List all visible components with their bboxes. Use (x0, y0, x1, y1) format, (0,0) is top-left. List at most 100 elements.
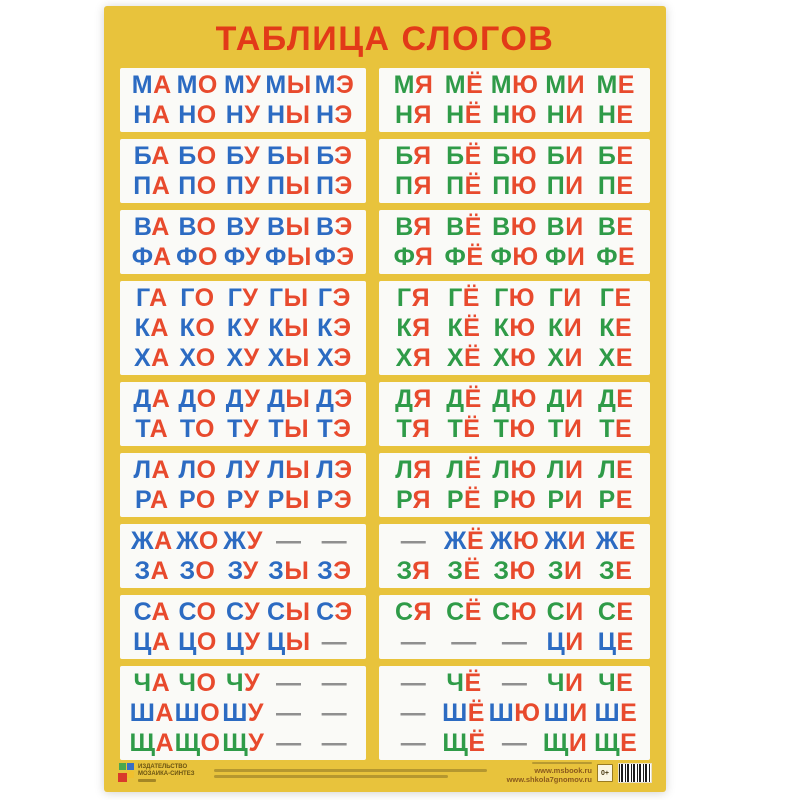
syllable: ПО (175, 171, 221, 201)
consonant-letter: Щ (222, 729, 249, 757)
poster-footer: ИЗДАТЕЛЬСТВО МОЗАИКА-СИНТЕЗ www.msbook.r… (118, 761, 652, 785)
vowel-letter: А (150, 314, 169, 342)
vowel-letter: Я (413, 101, 432, 129)
consonant-letter: М (393, 71, 415, 99)
vowel-letter: А (153, 71, 172, 99)
consonant-letter: Б (267, 142, 286, 170)
consonant-letter: П (446, 172, 465, 200)
syllable: СЕ (590, 597, 641, 627)
syllable: МЕ (590, 70, 641, 100)
syllable: КЭ (312, 313, 358, 343)
vowel-letter: А (152, 243, 172, 271)
vowel-letter: Ю (510, 101, 538, 129)
vowel-letter: А (155, 699, 174, 727)
empty-dash: — (312, 728, 358, 758)
syllable: ГУ (220, 283, 266, 313)
consonant-letter: Ф (265, 243, 287, 271)
vowel-letter: Ё (466, 527, 485, 555)
syllable: БЁ (439, 141, 490, 171)
consonant-letter: В (446, 213, 465, 241)
syllable-row: ГА ГО ГУ ГЫ ГЭ КА КО КУ КЫ КЭ ХА ХО ХУ ХЫ ХЭ ГЯ ГЁ ГЮ ГИ ГЕ… (120, 281, 650, 375)
vowel-letter: Ю (510, 456, 537, 484)
empty-dash: — (489, 627, 540, 657)
vowel-letter: А (151, 344, 170, 372)
syllable: КЫ (266, 313, 312, 343)
syllable-row: МА МО МУ МЫ МЭ НА НО НУ НЫ НЭ МЯ МЁ МЮ МИ МЕ НЯ НЁ НЮ НИ НЕ (120, 68, 650, 132)
syllable: ЖО (175, 526, 221, 556)
vowel-letter: Я (413, 598, 432, 626)
syllable-line: ПЯ ПЁ ПЮ ПИ ПЕ (388, 171, 641, 201)
empty-dash: — (439, 627, 490, 657)
consonant-letter: Т (135, 415, 150, 443)
website-msbook: www.msbook.ru (534, 766, 592, 775)
vowel-letter: Ё (463, 557, 481, 585)
syllable: ЧИ (540, 668, 591, 698)
vowel-letter: Ю (512, 243, 539, 271)
vowel-letter: А (154, 527, 173, 555)
consonant-letter: Ж (223, 527, 247, 555)
vowel-letter: Я (414, 71, 434, 99)
consonant-letter: Д (546, 385, 566, 413)
consonant-letter: М (545, 71, 567, 99)
vowel-letter: Ю (510, 486, 537, 514)
consonant-letter: Р (395, 486, 413, 514)
vowel-letter: Э (335, 71, 355, 99)
vowel-letter: А (151, 456, 171, 484)
consonant-letter: Л (178, 456, 197, 484)
vowel-letter: Е (616, 598, 634, 626)
syllable-line: — — — ЦИ ЦЕ (388, 627, 641, 657)
vowel-letter: О (197, 243, 218, 271)
consonant-letter: Ж (443, 527, 467, 555)
vowel-letter: У (248, 729, 265, 757)
syllable: ХЁ (439, 343, 490, 373)
vowel-letter: У (244, 598, 261, 626)
syllable-line: КА КО КУ КЫ КЭ (129, 313, 357, 343)
vowel-letter: Ё (466, 243, 484, 271)
consonant-letter: Ф (596, 243, 619, 271)
syllable: ЖА (129, 526, 175, 556)
vowel-letter: О (196, 598, 217, 626)
syllable: БУ (220, 141, 266, 171)
consonant-letter: З (268, 557, 285, 585)
syllable: КУ (220, 313, 266, 343)
vowel-letter: А (150, 557, 170, 585)
consonant-letter: М (596, 71, 618, 99)
consonant-letter: З (134, 557, 151, 585)
syllable: ВО (175, 212, 221, 242)
syllable: ЛЫ (266, 455, 312, 485)
consonant-letter: Х (547, 344, 565, 372)
consonant-letter: Д (178, 385, 197, 413)
vowel-letter: Е (616, 142, 634, 170)
vowel-letter: Ю (514, 699, 541, 727)
syllable-line: КЯ КЁ КЮ КИ КЕ (388, 313, 641, 343)
vowel-letter: Ы (285, 385, 311, 413)
syllable: ЗА (129, 556, 175, 586)
empty-dash: — (266, 526, 312, 556)
syllable-row: ЖА ЖО ЖУ — — ЗА ЗО ЗУ ЗЫ ЗЭ — ЖЁ ЖЮ ЖИ ЖЕ ЗЯ ЗЁ ЗЮ ЗИ ЗЕ (120, 524, 650, 588)
consonant-letter: Ш (129, 699, 156, 727)
vowel-letter: О (195, 415, 215, 443)
consonant-letter: С (394, 598, 414, 626)
consonant-letter: С (597, 598, 617, 626)
vowel-letter: Е (616, 456, 634, 484)
syllable: ПЫ (266, 171, 312, 201)
syllable: ЗЭ (312, 556, 358, 586)
syllable: МЫ (265, 70, 311, 100)
consonant-letter: П (492, 172, 511, 200)
consonant-letter: К (134, 314, 151, 342)
syllable-line: НЯ НЁ НЮ НИ НЕ (388, 100, 641, 130)
vowel-letter: Ы (284, 344, 310, 372)
vowel-letter: Ё (464, 172, 482, 200)
consonant-letter: Ф (223, 243, 245, 271)
consonant-letter: Б (395, 142, 414, 170)
consonant-letter: Р (492, 486, 511, 514)
publisher-websites: www.msbook.ru www.shkola7gnomov.ru (507, 762, 592, 784)
syllable: КЕ (590, 313, 641, 343)
vowel-letter: Ё (464, 385, 482, 413)
syllable-row: ЧА ЧО ЧУ — — ША ШО ШУ — — ЩА ЩО ЩУ — — — ЧЁ — ЧИ ЧЕ — ШЁ ШЮ ШИ Ш… (120, 666, 650, 760)
consonant-letter: Г (135, 284, 150, 312)
empty-dash: — (266, 668, 312, 698)
syllable: СУ (220, 597, 266, 627)
consonant-letter: Л (446, 456, 465, 484)
syllable-line: ДЯ ДЁ ДЮ ДИ ДЕ (388, 384, 641, 414)
